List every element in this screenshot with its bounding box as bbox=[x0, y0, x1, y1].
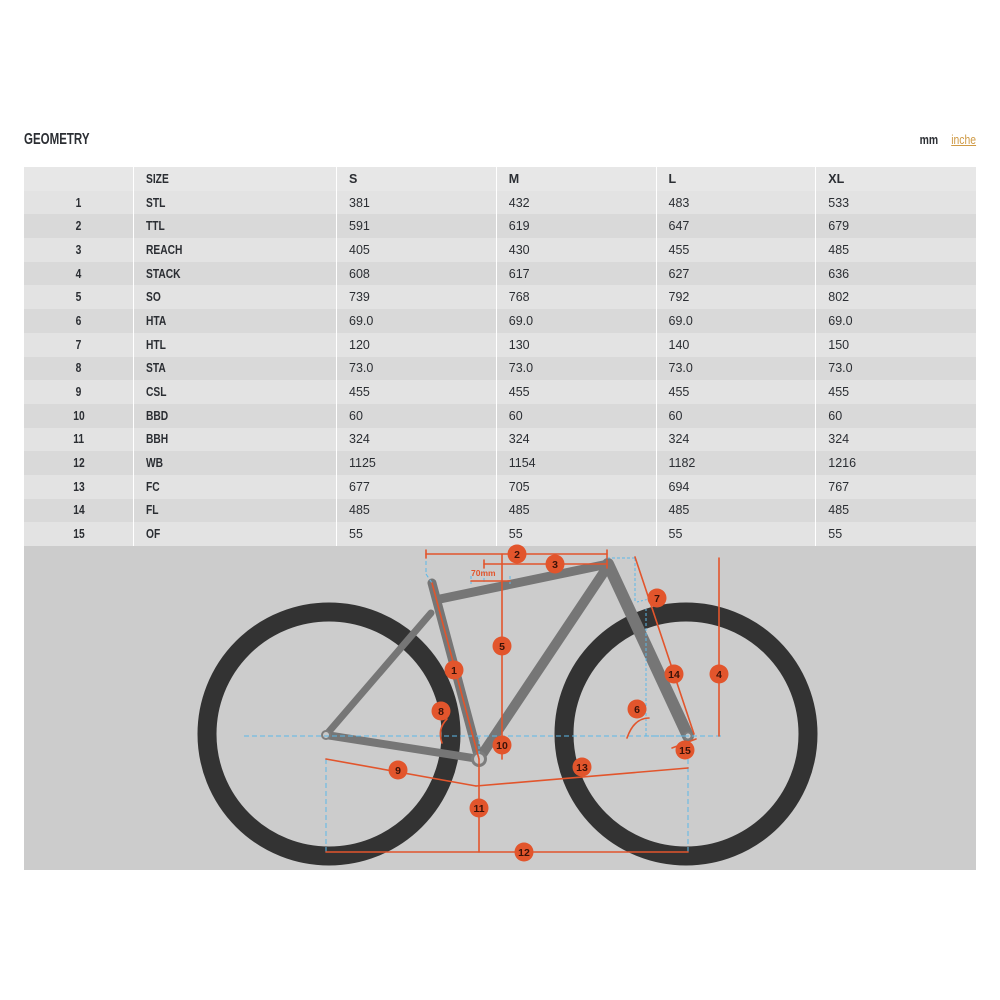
svg-text:2: 2 bbox=[514, 549, 520, 561]
svg-text:12: 12 bbox=[518, 847, 530, 859]
svg-text:9: 9 bbox=[395, 765, 401, 777]
svg-text:7: 7 bbox=[654, 593, 660, 605]
svg-text:10: 10 bbox=[496, 740, 508, 752]
svg-text:70mm: 70mm bbox=[471, 568, 496, 578]
svg-text:11: 11 bbox=[473, 803, 484, 815]
svg-text:4: 4 bbox=[716, 669, 722, 681]
svg-text:14: 14 bbox=[668, 669, 680, 681]
svg-text:5: 5 bbox=[499, 641, 505, 653]
svg-text:15: 15 bbox=[679, 745, 691, 757]
svg-text:13: 13 bbox=[576, 762, 588, 774]
svg-text:3: 3 bbox=[552, 559, 558, 571]
svg-text:8: 8 bbox=[438, 706, 444, 718]
svg-text:6: 6 bbox=[634, 704, 640, 716]
svg-text:1: 1 bbox=[451, 665, 457, 677]
